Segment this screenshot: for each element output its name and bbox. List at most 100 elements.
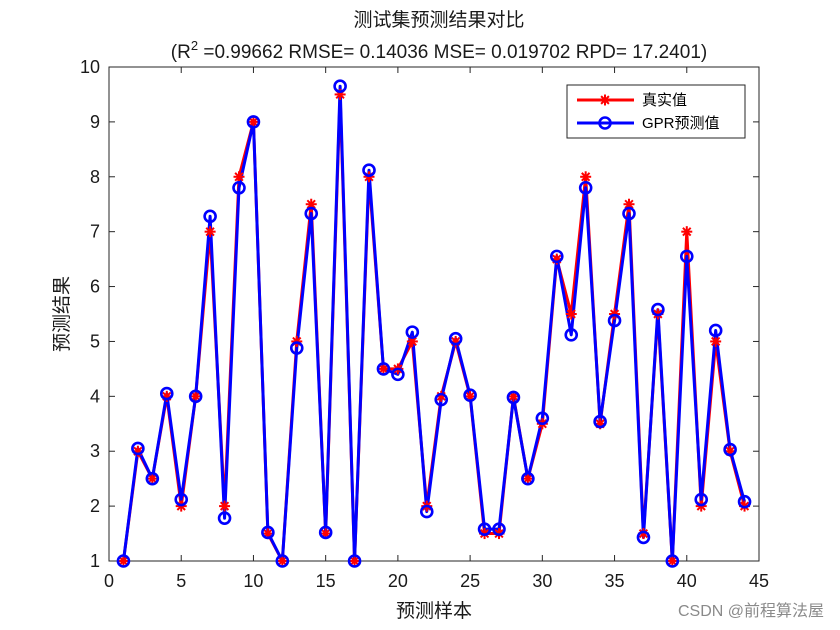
legend-label-true: 真实值 — [642, 91, 687, 109]
predicted-value-point — [535, 411, 550, 426]
predicted-value-point — [246, 115, 261, 129]
true-value-point — [565, 308, 577, 320]
true-value-point — [666, 555, 678, 567]
legend: 真实值 GPR预测值 — [566, 84, 746, 139]
x-axis-label: 预测样本 — [396, 600, 472, 622]
legend-box — [566, 84, 746, 139]
true-value-point-stroke — [277, 556, 287, 566]
predicted-value-point — [492, 522, 506, 536]
predicted-value-point — [477, 522, 492, 536]
true-value-point-stroke — [407, 336, 417, 347]
predicted-value-point — [564, 328, 579, 342]
predicted-value-point — [145, 471, 160, 486]
predicted-value-point — [463, 388, 477, 403]
y-tick-label: 8 — [90, 167, 100, 187]
x-tick-label: 35 — [605, 571, 625, 591]
legend-marker-pred — [598, 116, 612, 130]
true-value-point-stroke — [234, 172, 244, 182]
true-value-point — [681, 226, 693, 238]
true-value-point-stroke — [118, 556, 129, 566]
x-tick-label: 40 — [677, 571, 697, 591]
series-markers — [116, 79, 752, 568]
predicted-value-point — [159, 386, 174, 401]
true-value-point — [117, 555, 129, 567]
predicted-value-point — [636, 530, 651, 545]
predicted-value-point — [275, 554, 290, 568]
predicted-value-point — [376, 362, 391, 376]
true-value-point-stroke — [581, 172, 591, 182]
true-value-point — [623, 198, 635, 210]
true-value-point — [233, 171, 245, 183]
y-tick-label: 3 — [90, 441, 100, 461]
predicted-value-point — [261, 525, 275, 540]
true-value-point — [204, 226, 216, 238]
predicted-value-point — [362, 163, 376, 177]
predicted-value-point — [737, 494, 752, 509]
y-tick-label: 4 — [90, 386, 100, 406]
true-value-point — [522, 473, 534, 485]
watermark: CSDN @前程算法屋 — [678, 601, 824, 620]
true-value-point-stroke — [378, 364, 389, 374]
true-value-point — [377, 363, 389, 375]
x-tick-label: 0 — [104, 571, 114, 591]
y-tick-label: 6 — [90, 277, 100, 297]
true-value-point-stroke — [349, 556, 360, 566]
true-value-point-stroke — [205, 227, 215, 237]
true-value-point — [710, 335, 722, 347]
true-value-point — [219, 500, 231, 512]
legend-asterisk-marker — [599, 94, 611, 106]
subtitle-metrics: =0.99662 RMSE= 0.14036 MSE= 0.019702 RPD… — [198, 42, 707, 63]
true-value-point-stroke — [306, 199, 316, 209]
y-tick-label: 10 — [80, 57, 100, 77]
predicted-value-point — [593, 414, 607, 429]
true-value-point-stroke — [523, 474, 533, 484]
true-value-point-stroke — [566, 309, 576, 319]
predicted-value-point — [391, 367, 405, 382]
predicted-value-point — [434, 392, 449, 407]
y-tick-label: 2 — [90, 496, 100, 516]
predicted-value-point — [679, 249, 694, 264]
x-tick-label: 45 — [749, 571, 769, 591]
predicted-value-point — [217, 511, 232, 525]
true-value-point — [247, 116, 259, 128]
predicted-value-point — [304, 206, 319, 221]
true-value-point — [276, 555, 288, 567]
chart-title: 测试集预测结果对比 — [353, 9, 524, 31]
x-tick-label: 15 — [316, 571, 336, 591]
predicted-value-point — [506, 390, 521, 405]
true-value-point-stroke — [638, 528, 649, 539]
legend-label-pred: GPR预测值 — [642, 115, 720, 132]
x-tick-label: 10 — [243, 571, 263, 591]
true-value-point-stroke — [667, 556, 677, 566]
series-line-1 — [121, 84, 747, 563]
true-value-point-stroke — [682, 227, 692, 237]
predicted-value-point — [665, 554, 680, 568]
x-tick-label: 20 — [388, 571, 408, 591]
y-tick-label: 1 — [90, 551, 100, 571]
predicted-value-point — [188, 389, 203, 404]
true-value-point-stroke — [191, 391, 201, 401]
predicted-value-point — [578, 180, 593, 195]
true-value-point — [580, 171, 592, 183]
predicted-value-point — [723, 442, 737, 457]
predicted-value-point — [448, 331, 463, 346]
true-value-point — [146, 473, 158, 485]
predicted-value-point — [405, 325, 420, 339]
x-tick-label: 30 — [532, 571, 552, 591]
true-value-point-stroke — [147, 474, 157, 484]
legend-circle-marker — [598, 116, 612, 130]
predicted-value-point — [708, 323, 723, 338]
predicted-value-point — [174, 492, 189, 507]
y-tick-label: 5 — [90, 331, 100, 351]
predicted-value-point — [607, 313, 622, 328]
predicted-value-point — [622, 206, 636, 221]
true-value-point — [349, 555, 361, 567]
predicted-value-point — [694, 492, 709, 507]
predicted-value-point — [318, 525, 333, 540]
plot-area — [108, 66, 760, 562]
predicted-value-point — [203, 209, 217, 224]
predicted-value-point — [289, 341, 304, 355]
true-value-point-stroke — [219, 501, 230, 511]
true-value-point-stroke — [624, 199, 634, 209]
